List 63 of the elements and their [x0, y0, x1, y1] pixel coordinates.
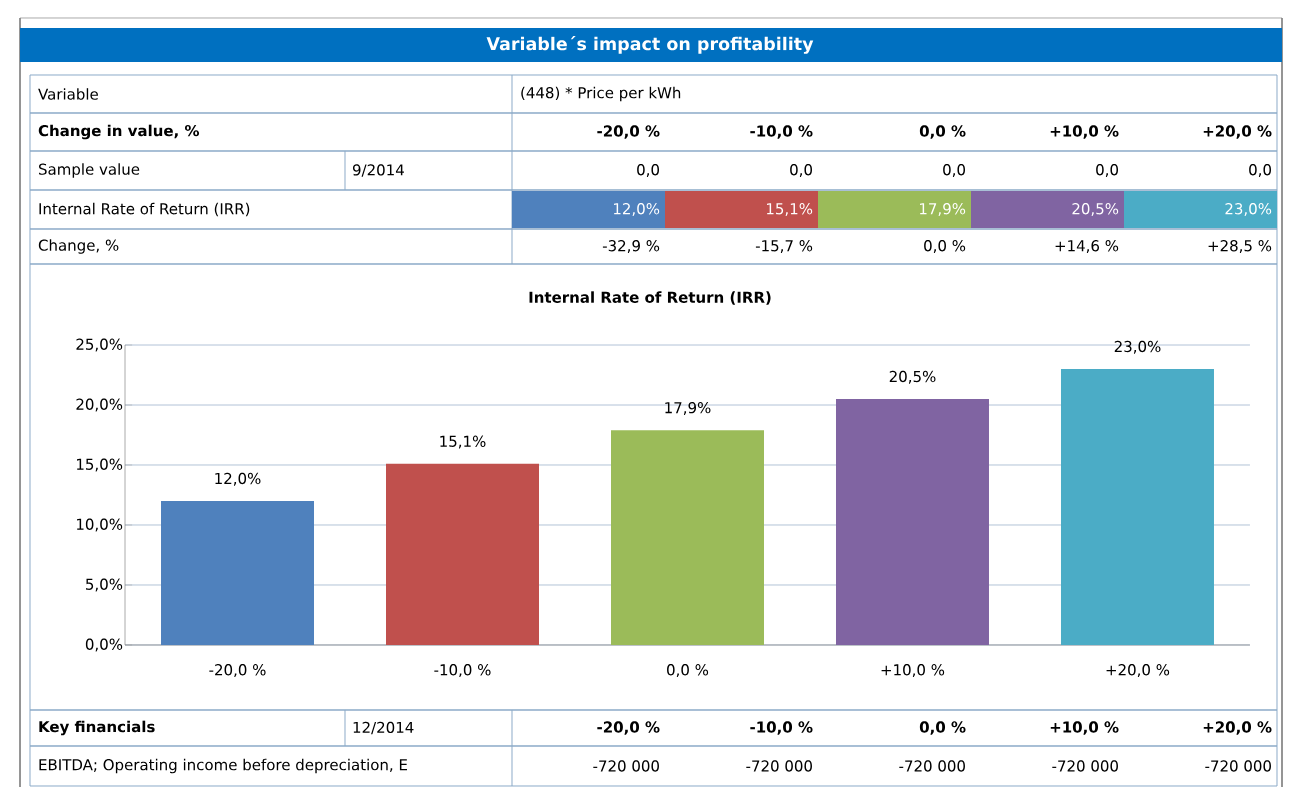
text: 12,0%	[614, 203, 660, 216]
text: EBITDA; Operating income before depreciation, E	[39, 758, 407, 774]
text: -10,0 %	[750, 721, 813, 735]
text: -720 000	[593, 760, 659, 772]
text: 17,9%	[920, 203, 966, 216]
text: -20,0 %	[597, 125, 660, 139]
text: 0,0	[1096, 164, 1119, 177]
data-label: 20,5%	[889, 370, 936, 384]
y-tick-label: 20,0%	[76, 398, 123, 412]
text: 0,0	[1249, 164, 1272, 177]
data-label: 23,0%	[1114, 340, 1161, 354]
y-tick-label: 25,0%	[76, 338, 123, 352]
text: -20,0 %	[597, 721, 660, 735]
text: -720 000	[1052, 760, 1118, 772]
text: Sample value	[39, 163, 140, 178]
text: 0,0	[943, 164, 966, 177]
text: -720 000	[899, 760, 965, 772]
bar	[835, 399, 989, 645]
text: 0,0 %	[919, 721, 966, 735]
y-tick-label: 0,0%	[85, 638, 123, 652]
text: 0,0	[637, 164, 660, 177]
y-tick-label: 15,0%	[77, 458, 123, 472]
x-tick-label: +10,0 %	[881, 664, 945, 677]
text: -32,9 %	[602, 240, 660, 253]
bar	[1060, 369, 1214, 645]
text: +20,0 %	[1203, 125, 1272, 139]
x-tick-label: -20,0 %	[209, 664, 266, 677]
text: Change in value, %	[38, 124, 200, 140]
x-tick-label: -10,0 %	[434, 664, 491, 677]
data-label: 15,1%	[440, 435, 486, 449]
text: +28,5 %	[1208, 240, 1272, 253]
text: 23,0%	[1225, 203, 1272, 216]
bar	[161, 501, 315, 645]
text: 15,1%	[767, 203, 813, 216]
bar	[611, 430, 764, 645]
data-label: 12,0%	[215, 472, 261, 486]
text: Internal Rate of Return (IRR)	[39, 202, 250, 217]
text: +14,6 %	[1055, 240, 1119, 253]
text: -720 000	[1205, 760, 1271, 772]
y-tick-label: 10,0%	[77, 518, 123, 532]
x-tick-label: 0,0 %	[667, 664, 709, 677]
x-tick-label: +20,0 %	[1106, 664, 1170, 677]
bar	[386, 463, 539, 645]
text: -15,7 %	[755, 240, 813, 253]
text: (448) * Price per kWh	[521, 86, 681, 102]
text: 9/2014	[352, 164, 404, 177]
text: -720 000	[746, 760, 812, 772]
text: +10,0 %	[1050, 721, 1119, 735]
text: Variable	[38, 88, 98, 100]
text: 0,0	[790, 164, 813, 177]
text: +20,0 %	[1203, 721, 1272, 735]
text: 12/2014	[353, 721, 414, 735]
text: 0,0 %	[924, 240, 966, 253]
data-label: 17,9%	[665, 401, 711, 415]
y-tick-label: 5,0%	[86, 578, 123, 592]
text: Change, %	[38, 239, 119, 254]
text: 0,0 %	[919, 125, 966, 139]
chart-title: Internal Rate of Return (IRR)	[529, 291, 771, 305]
text: Variable´s impact on profitability	[486, 36, 814, 54]
text: +10,0 %	[1050, 125, 1119, 139]
text: -10,0 %	[750, 125, 813, 139]
text: 20,5%	[1072, 203, 1119, 216]
text: Key financials	[39, 720, 155, 736]
